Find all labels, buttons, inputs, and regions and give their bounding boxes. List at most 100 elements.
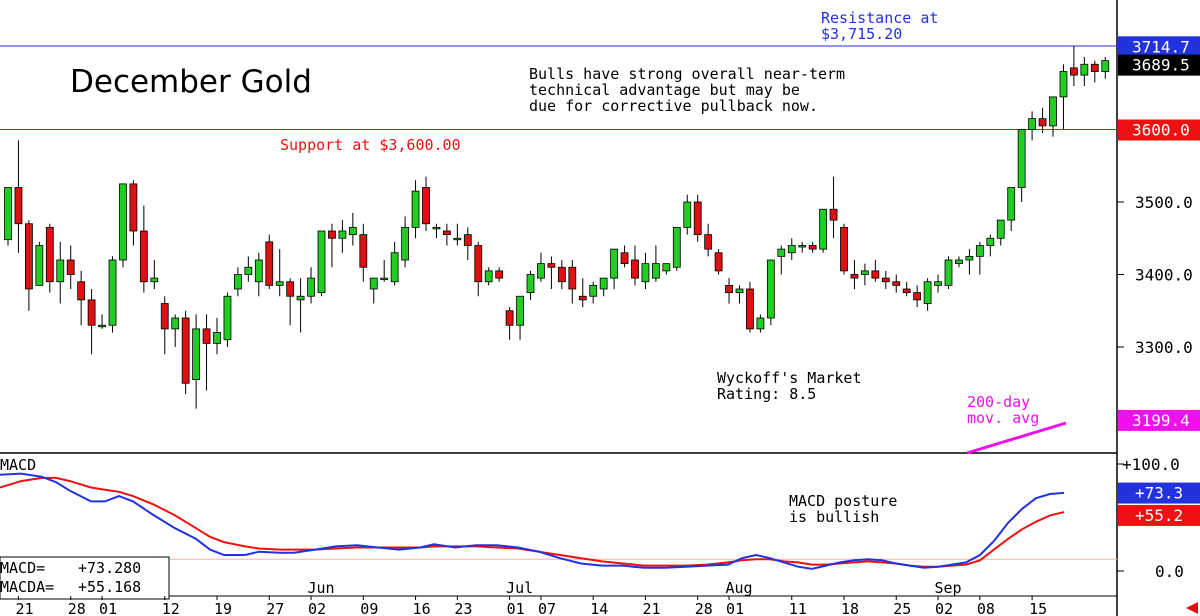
candle-body bbox=[537, 263, 545, 279]
candle-body bbox=[1101, 60, 1110, 72]
macd-posture-1: MACD posture bbox=[789, 492, 897, 510]
x-month-label: Jun bbox=[308, 579, 335, 597]
macd-posture-2: is bullish bbox=[789, 508, 879, 526]
candle-body bbox=[986, 237, 995, 246]
commentary-line-1: Bulls have strong overall near-term bbox=[529, 65, 845, 83]
candle-body bbox=[787, 245, 796, 254]
candle-body bbox=[902, 288, 911, 294]
candle-body bbox=[620, 252, 629, 265]
candle-body bbox=[714, 252, 723, 272]
candle-body bbox=[746, 288, 754, 330]
macd-value-label: MACD= bbox=[0, 559, 45, 577]
candle-body bbox=[338, 230, 347, 239]
candle-body bbox=[359, 234, 368, 268]
macd-panel-title: MACD bbox=[0, 456, 36, 474]
candle-body bbox=[631, 259, 639, 279]
candle-body bbox=[160, 303, 169, 330]
candle-body bbox=[975, 245, 984, 257]
price-tick-label: 3500.0 bbox=[1135, 193, 1193, 212]
candle-body bbox=[610, 248, 618, 279]
price-tick-label: 3400.0 bbox=[1135, 266, 1193, 285]
candle-body bbox=[704, 234, 713, 250]
ma-label-1: 200-day bbox=[967, 393, 1030, 411]
candle-body bbox=[35, 245, 44, 286]
x-tick-label: 09 bbox=[360, 600, 378, 616]
candle-body bbox=[547, 263, 556, 268]
candle-body bbox=[1038, 118, 1047, 127]
candle-body bbox=[672, 226, 681, 268]
x-tick-label: 19 bbox=[214, 600, 232, 616]
price-label: 3199.4 bbox=[1132, 411, 1190, 430]
candle-body bbox=[380, 277, 389, 281]
candle-body bbox=[244, 266, 253, 275]
candle-body bbox=[1070, 67, 1078, 76]
x-month-label: Sep bbox=[935, 579, 962, 597]
candle-body bbox=[317, 230, 326, 294]
price-label-box bbox=[1118, 119, 1200, 141]
candle-body bbox=[139, 230, 148, 283]
candle-body bbox=[453, 237, 462, 241]
candle-body bbox=[840, 226, 848, 272]
candle-body bbox=[275, 281, 284, 286]
candle-body bbox=[484, 270, 493, 283]
resistance-label-1: Resistance at bbox=[821, 9, 938, 27]
candle-body bbox=[955, 259, 963, 265]
candle-body bbox=[526, 274, 535, 294]
candle-body bbox=[693, 201, 702, 236]
macd-label-box bbox=[1118, 482, 1200, 504]
candle-body bbox=[14, 187, 23, 225]
candle-body bbox=[892, 281, 901, 286]
candle-body bbox=[286, 281, 295, 297]
candle-body bbox=[401, 226, 410, 261]
candle-body bbox=[213, 332, 221, 344]
macd-label: +55.2 bbox=[1135, 506, 1183, 525]
x-tick-label: 01 bbox=[726, 600, 744, 616]
candle-body bbox=[578, 295, 587, 301]
candle-body bbox=[683, 201, 692, 228]
candle-body bbox=[516, 295, 524, 326]
macd-label-box bbox=[1118, 504, 1200, 526]
candle-body bbox=[965, 255, 974, 261]
macd-label: +73.3 bbox=[1135, 484, 1183, 503]
scroll-arrow-icon[interactable] bbox=[1186, 602, 1198, 614]
candle-body bbox=[254, 259, 263, 283]
price-tick-label: 3300.0 bbox=[1135, 338, 1193, 357]
price-label-box bbox=[1118, 54, 1200, 76]
price-label: 3689.5 bbox=[1132, 56, 1190, 75]
candle-body bbox=[432, 226, 441, 230]
candle-body bbox=[923, 281, 932, 304]
candle-body bbox=[568, 266, 577, 290]
candle-body bbox=[328, 230, 336, 239]
x-tick-label: 27 bbox=[266, 600, 284, 616]
candle-body bbox=[662, 263, 671, 272]
candle-body bbox=[557, 266, 566, 283]
candle-body bbox=[223, 295, 232, 341]
x-tick-label: 21 bbox=[15, 600, 33, 616]
x-tick-label: 12 bbox=[162, 600, 180, 616]
x-tick-label: 15 bbox=[1029, 600, 1047, 616]
x-tick-label: 28 bbox=[695, 600, 713, 616]
x-tick-label: 07 bbox=[538, 600, 556, 616]
candle-body bbox=[1059, 71, 1068, 98]
candle-body bbox=[129, 183, 138, 232]
candle-body bbox=[119, 183, 127, 261]
plot-background bbox=[0, 0, 1117, 616]
macd-axis-ticks: 0.0 +100.0 bbox=[1117, 455, 1184, 581]
macd-value-box bbox=[0, 556, 170, 600]
candle-body bbox=[411, 190, 420, 228]
candle-body bbox=[192, 328, 201, 381]
x-tick-label: 14 bbox=[590, 600, 608, 616]
ma-label-2: mov. avg bbox=[967, 409, 1039, 427]
candle-body bbox=[756, 317, 765, 330]
candle-body bbox=[1080, 63, 1089, 76]
resistance-label-2: $3,715.20 bbox=[821, 25, 902, 43]
x-tick-label: 01 bbox=[507, 600, 525, 616]
candle-body bbox=[108, 259, 117, 326]
x-tick-label: 01 bbox=[99, 600, 117, 616]
rating-label-1: Wyckoff's Market bbox=[717, 369, 862, 387]
macda-value: +55.168 bbox=[78, 578, 141, 596]
candle-body bbox=[934, 281, 942, 286]
candle-body bbox=[819, 208, 827, 250]
candle-body bbox=[265, 241, 274, 286]
